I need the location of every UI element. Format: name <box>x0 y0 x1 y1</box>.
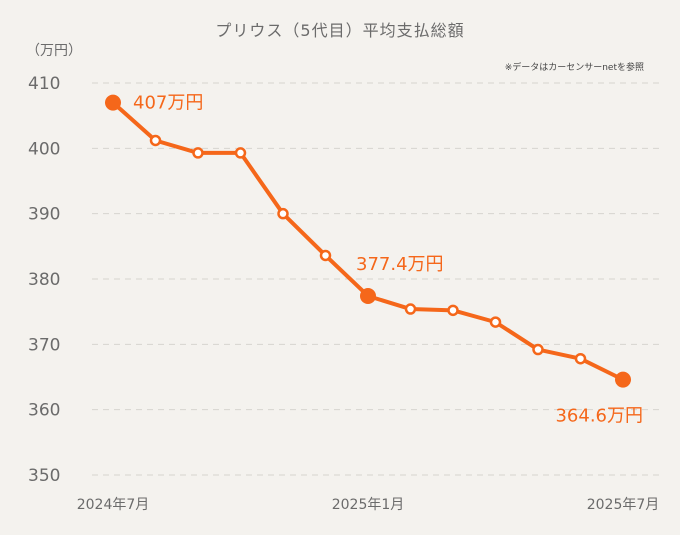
x-tick-label: 2025年1月 <box>332 497 405 513</box>
data-label: 364.6万円 <box>555 406 643 427</box>
highlighted-data-point <box>360 287 376 304</box>
points-layer <box>105 94 631 388</box>
chart-title: プリウス（5代目）平均支払総額 <box>215 21 464 40</box>
data-point <box>277 207 289 220</box>
y-axis-ticks: 350 360 370 380 390 400 410 <box>28 74 60 486</box>
data-point <box>447 304 459 317</box>
highlighted-data-point <box>105 94 121 111</box>
data-point <box>192 147 204 159</box>
data-point <box>319 249 332 262</box>
data-label: 407万円 <box>133 93 203 114</box>
data-point <box>574 352 587 365</box>
data-point <box>489 316 502 328</box>
series-line <box>111 100 625 382</box>
y-tick-label: 410 <box>28 74 60 94</box>
y-tick-label: 360 <box>28 401 60 421</box>
highlighted-data-point <box>615 371 631 388</box>
data-point <box>234 147 247 159</box>
x-tick-label: 2024年7月 <box>77 497 150 513</box>
series-layer <box>111 100 625 382</box>
y-tick-label: 390 <box>28 205 60 225</box>
source-note: ※データはカーセンサーnetを参照 <box>505 61 644 73</box>
y-tick-label: 380 <box>28 270 60 290</box>
grid-layer <box>92 82 662 476</box>
y-tick-label: 400 <box>28 139 60 159</box>
x-tick-label: 2025年7月 <box>587 497 660 513</box>
data-labels-layer: 407万円 377.4万円 364.6万円 <box>133 93 643 427</box>
y-axis-unit-label: （万円） <box>26 43 82 59</box>
y-tick-label: 370 <box>28 335 60 355</box>
data-point <box>532 343 544 356</box>
data-point <box>149 134 162 147</box>
x-axis-ticks: 2024年7月 2025年1月 2025年7月 <box>77 497 660 513</box>
data-point <box>404 303 417 315</box>
data-label: 377.4万円 <box>356 254 444 275</box>
y-tick-label: 350 <box>28 466 60 486</box>
